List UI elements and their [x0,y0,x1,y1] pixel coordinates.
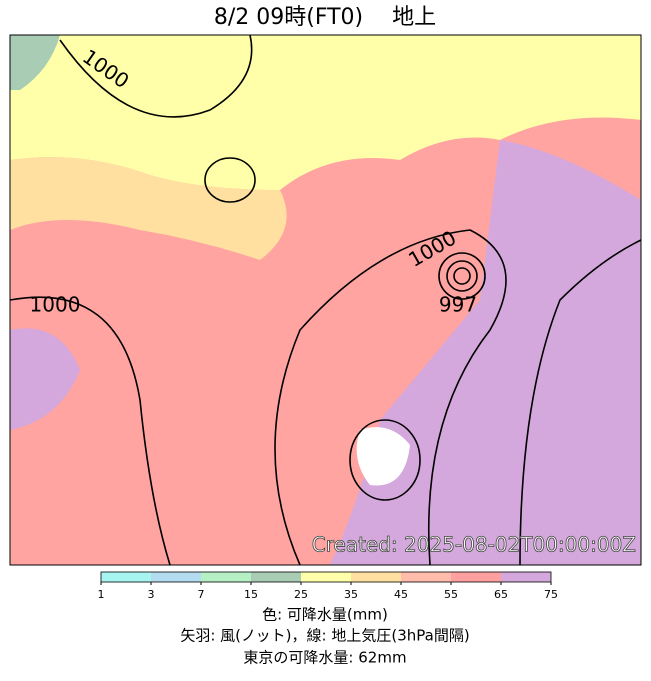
wet-zone-west [10,328,80,430]
isobar [446,260,478,292]
colorbar-tick-label: 25 [294,588,308,601]
colorbar-tick-label: 55 [444,588,458,601]
isobars [9,34,642,566]
colorbar-frame [100,571,552,583]
colorbar-segment [451,572,501,582]
isobar [349,419,421,501]
colorbar-segment [351,572,401,582]
isobar [438,252,486,300]
colorbar-segment [251,572,301,582]
isobar-label: 1000 [30,293,81,317]
isobar-label: 997 [439,293,477,317]
extreme-zone [356,427,410,486]
isobar [453,267,471,285]
isobar [519,239,642,566]
colorbar-tick-label: 15 [244,588,258,601]
colorbar-tick-label: 45 [394,588,408,601]
moderate-zone [10,157,287,260]
colorbar-segment [401,572,451,582]
isobar [59,34,253,118]
colorbar-tick-label: 65 [494,588,508,601]
isobar [274,229,507,566]
colorbar-segment [151,572,201,582]
caption: 矢羽: 風(ノット)，線: 地上気圧(3hPa間隔) [180,627,469,645]
colorbar-segment [101,572,151,582]
colorbar-tick-label: 7 [198,588,205,601]
colorbar-segment [201,572,251,582]
dry-zone [10,35,641,190]
caption: 東京の可降水量: 62mm [243,649,406,667]
green-zone [10,35,60,90]
isobar [9,296,171,566]
wet-zone [330,140,641,565]
map: 1000 1000 1000 997 Created: 2025-08-02T0… [9,34,642,566]
colorbar-tick-label: 75 [544,588,558,601]
colorbar-tick-label: 1 [98,588,105,601]
created-stamp: Created: 2025-08-02T00:00:00Z [312,533,636,557]
title: 8/2 09時(FT0) 地上 [214,5,436,30]
colorbar-segment [501,572,551,582]
colorbar-tick-label: 3 [148,588,155,601]
colorbar-tick-label: 35 [344,588,358,601]
isobar [204,157,256,203]
map-frame [9,34,642,566]
caption: 色: 可降水量(mm) [262,606,388,624]
colorbar: 1 3 7 15 25 35 45 55 65 75 [98,571,558,601]
colorbar-segment [301,572,351,582]
